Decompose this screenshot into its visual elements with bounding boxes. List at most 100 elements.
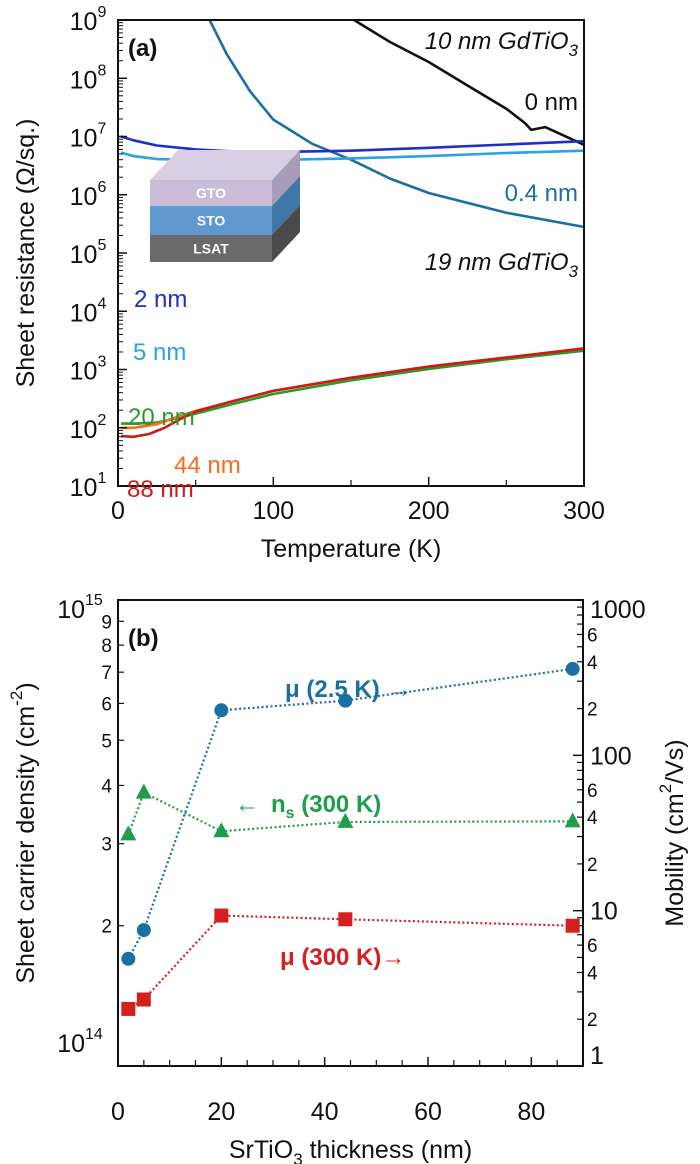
series-label-arrow: ← [235, 791, 259, 818]
annotation-sub: 3 [569, 262, 579, 281]
data-point-triangle [564, 812, 581, 828]
y-tick-base: 10 [70, 299, 98, 327]
x-tick-label: 200 [408, 497, 450, 525]
y2-tick-label: 100 [590, 742, 632, 770]
annotation-text: 10 nm GdTiO [425, 28, 569, 55]
inset-layer-front [150, 180, 272, 206]
annotation-gdtio3: 19 nm GdTiO3 [425, 249, 579, 281]
curve-0-nm [353, 20, 584, 146]
y-tick-exp: 1 [97, 470, 106, 487]
y-axis-label-end: ) [12, 682, 40, 690]
data-point-circle [565, 661, 580, 676]
y-minor-tick-label: 4 [101, 776, 112, 797]
y2-axis-label: Mobility (cm2/Vs) [656, 739, 689, 926]
y-minor-tick-label: 3 [101, 835, 112, 856]
series-label-ns-300K: ← ns (300 K) [235, 791, 381, 822]
y-tick-label: 104 [70, 295, 107, 327]
data-point-triangle [337, 812, 354, 828]
data-point-triangle [120, 825, 137, 841]
x-tick-label: 40 [311, 1098, 339, 1126]
curve-label: 20 nm [128, 404, 195, 431]
curve-label: 0.4 nm [505, 180, 578, 207]
y-tick-exp: 8 [97, 62, 106, 79]
plot-frame-b [117, 599, 584, 1067]
series-label-mu-300K: μ (300 K)→ [280, 944, 405, 971]
y-tick-label: 103 [70, 354, 107, 386]
y-tick-label: 105 [70, 237, 107, 269]
inset-layer-side [272, 205, 300, 262]
curve-label: 5 nm [133, 339, 186, 366]
y-minor-tick-label: 9 [101, 612, 112, 633]
y-axis-label-main: Sheet carrier density (cm [12, 706, 40, 984]
inset-layer-label: STO [197, 213, 226, 229]
curve-88-nm [121, 347, 584, 439]
y-tick-label: 106 [70, 179, 107, 211]
series-label-sub: s [286, 805, 295, 822]
data-point-square [136, 992, 151, 1007]
inset-layer-front [150, 206, 272, 235]
x-tick-label: 100 [252, 497, 294, 525]
panel-label-b: (b) [128, 625, 159, 652]
y-tick-base: 10 [70, 125, 98, 153]
y-tick-exp: 6 [97, 179, 106, 196]
inset-layer-front [150, 235, 272, 262]
y2-minor-tick-label: 2 [587, 700, 598, 721]
y-tick-label: 101 [70, 470, 107, 502]
series-label-rest: (300 K) [295, 791, 382, 818]
data-point-square [214, 908, 229, 923]
y-minor-tick-label: 2 [101, 917, 112, 938]
y-tick-base: 10 [70, 358, 98, 386]
y2-axis-label-main: Mobility (cm [661, 793, 689, 926]
x-tick-label: 0 [111, 497, 125, 525]
x-tick-label: 0 [111, 1098, 125, 1126]
y2-tick-label: 1000 [590, 596, 646, 624]
inset-layer-side [272, 150, 300, 206]
curve-label: 2 nm [134, 286, 187, 313]
y-tick-label: 1014 [57, 1026, 103, 1058]
y-tick-exp: 14 [85, 1026, 103, 1043]
y-tick-exp: 9 [97, 4, 106, 21]
x-tick-label: 80 [517, 1098, 545, 1126]
y-tick-base: 10 [70, 66, 98, 94]
x-axis-label-sub: 3 [293, 1150, 302, 1164]
y2-minor-tick-label: 6 [587, 936, 598, 957]
y-tick-base: 10 [70, 474, 98, 502]
data-point-triangle [135, 783, 152, 799]
data-point-circle [121, 951, 136, 966]
series-label-text: μ (300 K) [280, 944, 381, 971]
y2-tick-label: 1 [590, 1042, 604, 1070]
y-axis-label-sup: -2 [7, 691, 26, 706]
curve-label: 0 nm [525, 89, 578, 116]
y-tick-exp: 3 [97, 354, 106, 371]
inset-layer-side [272, 176, 300, 235]
y-axis-label: Sheet resistance (Ω/sq.) [12, 119, 40, 388]
curve-2-nm [120, 135, 584, 154]
y2-minor-tick-label: 4 [587, 808, 598, 829]
y2-minor-tick-label: 6 [587, 625, 598, 646]
x-axis-label-rest: thickness (nm) [303, 1136, 472, 1164]
y-tick-label: 107 [70, 121, 107, 153]
series-label-arrow: → [388, 676, 412, 703]
inset-top-face [150, 150, 300, 180]
curve-20-nm [121, 349, 584, 425]
series-label-text: n [271, 791, 286, 818]
series-label-text: μ (2.5 K) [285, 676, 380, 703]
y-tick-base: 10 [57, 1030, 85, 1058]
inset-layer-label: GTO [196, 185, 226, 201]
y-axis-label: Sheet carrier density (cm-2) [7, 682, 40, 983]
y-tick-base: 10 [70, 416, 98, 444]
y2-tick-label: 10 [590, 898, 618, 926]
y-tick-exp: 2 [97, 412, 106, 429]
data-point-circle [136, 923, 151, 938]
curve-label: 44 nm [174, 452, 241, 479]
y-minor-tick-label: 7 [101, 663, 112, 684]
y-tick-exp: 7 [97, 121, 106, 138]
y2-axis-label-sup: 2 [656, 784, 675, 793]
y2-minor-tick-label: 4 [587, 653, 598, 674]
y-tick-label: 1015 [57, 592, 103, 624]
y-tick-base: 10 [70, 241, 98, 269]
y-minor-tick-label: 8 [101, 636, 112, 657]
